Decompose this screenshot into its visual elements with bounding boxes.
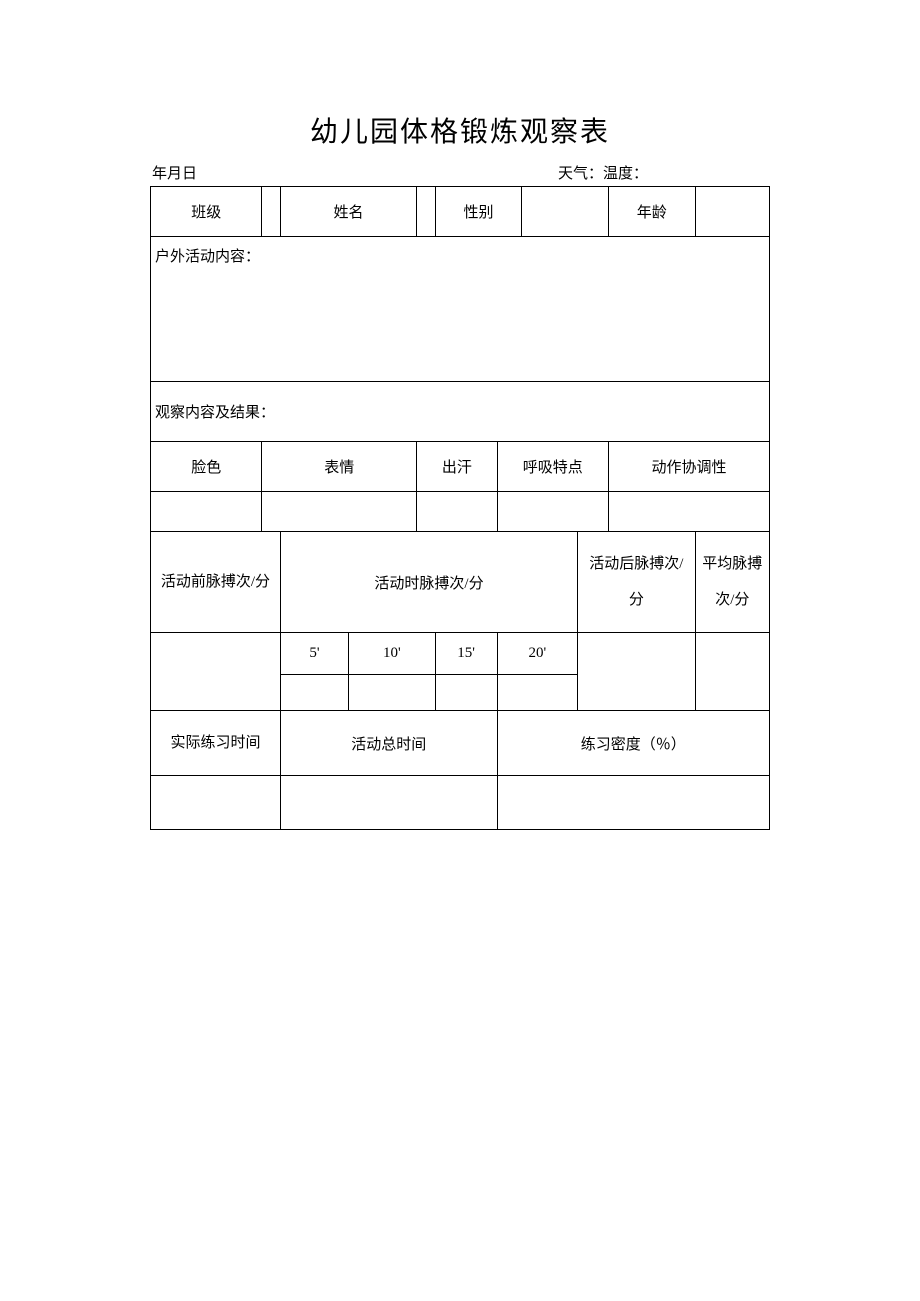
label-avg-pulse: 平均脉搏次/分 (695, 532, 769, 633)
label-20min: 20' (497, 633, 577, 675)
label-before-pulse: 活动前脉搏次/分 (151, 532, 281, 633)
value-name (417, 187, 436, 237)
observation-table: 班级 姓名 性别 年龄 户外活动内容： 观察内容及结果： 脸色 表情 出汗 呼吸… (150, 186, 770, 830)
label-age: 年龄 (608, 187, 695, 237)
value-total-time (280, 776, 497, 830)
label-outdoor-content: 户外活动内容： (151, 237, 770, 382)
label-15min: 15' (435, 633, 497, 675)
label-practice-time: 实际练习时间 (151, 711, 281, 776)
value-after-pulse (578, 633, 696, 711)
label-total-time: 活动总时间 (280, 711, 497, 776)
value-5min (280, 675, 348, 711)
label-gender: 性别 (435, 187, 522, 237)
value-before-pulse (151, 633, 281, 711)
label-sweat: 出汗 (417, 442, 497, 492)
label-density: 练习密度（％） (497, 711, 769, 776)
label-during-pulse: 活动时脉搏次/分 (280, 532, 577, 633)
value-practice-time (151, 776, 281, 830)
value-gender (522, 187, 609, 237)
label-coord: 动作协调性 (608, 442, 769, 492)
label-10min: 10' (349, 633, 436, 675)
label-face: 脸色 (151, 442, 262, 492)
label-after-pulse: 活动后脉搏次/分 (578, 532, 696, 633)
value-expression (262, 492, 417, 532)
value-coord (608, 492, 769, 532)
value-age (695, 187, 769, 237)
value-density (497, 776, 769, 830)
label-name: 姓名 (280, 187, 416, 237)
label-expression: 表情 (262, 442, 417, 492)
label-breath: 呼吸特点 (497, 442, 608, 492)
value-face (151, 492, 262, 532)
value-breath (497, 492, 608, 532)
value-10min (349, 675, 436, 711)
label-class: 班级 (151, 187, 262, 237)
label-observe-result: 观察内容及结果： (151, 382, 770, 442)
page-title: 幼儿园体格锻炼观察表 (150, 110, 770, 150)
label-5min: 5' (280, 633, 348, 675)
value-class (262, 187, 281, 237)
meta-row: 年月日 天气：温度： (150, 162, 770, 183)
value-15min (435, 675, 497, 711)
weather-label: 天气：温度： (558, 162, 648, 183)
value-sweat (417, 492, 497, 532)
date-label: 年月日 (152, 162, 197, 183)
value-avg-pulse (695, 633, 769, 711)
value-20min (497, 675, 577, 711)
